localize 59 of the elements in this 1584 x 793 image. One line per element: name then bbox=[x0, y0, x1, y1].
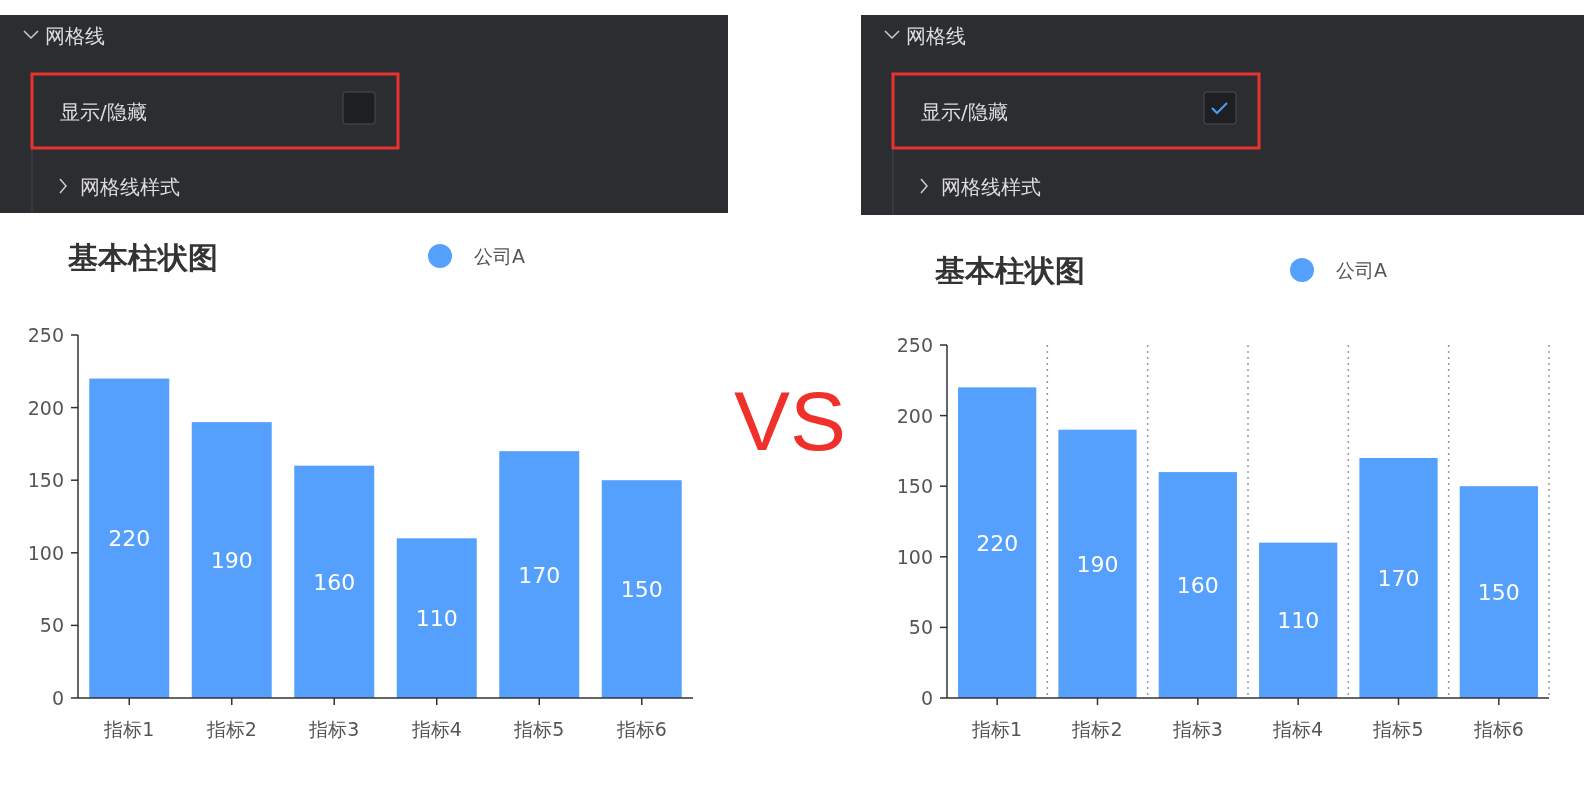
legend-label: 公司A bbox=[474, 245, 525, 267]
data-label: 150 bbox=[1477, 580, 1520, 606]
text: 网格线样式 bbox=[941, 175, 1041, 199]
bar bbox=[294, 465, 375, 698]
x-tick-label: 指标4 bbox=[410, 718, 462, 740]
x-tick-label: 指标6 bbox=[1472, 718, 1524, 740]
text: 网格线 bbox=[45, 24, 105, 48]
bar bbox=[1259, 542, 1338, 698]
x-tick-label: 指标1 bbox=[971, 718, 1023, 740]
x-tick-label: 指标4 bbox=[1272, 718, 1324, 740]
x-tick-label: 指标5 bbox=[1372, 718, 1424, 740]
bar bbox=[499, 451, 580, 698]
bar bbox=[396, 538, 477, 698]
data-label: 160 bbox=[1176, 573, 1219, 599]
text: 网格线 bbox=[906, 24, 966, 48]
y-tick-label: 150 bbox=[896, 475, 933, 498]
y-tick-label: 150 bbox=[27, 469, 64, 492]
data-label: 220 bbox=[108, 526, 151, 552]
y-tick-label: 50 bbox=[39, 614, 64, 637]
bar bbox=[1459, 486, 1538, 698]
y-tick-label: 100 bbox=[896, 545, 933, 568]
x-tick-label: 指标2 bbox=[205, 718, 257, 740]
data-label: 110 bbox=[415, 606, 458, 632]
x-tick-label: 指标2 bbox=[1071, 718, 1123, 740]
data-label: 190 bbox=[1076, 551, 1119, 577]
text: VS bbox=[733, 374, 847, 468]
text: 显示/隐藏 bbox=[921, 100, 1008, 124]
data-label: 170 bbox=[518, 562, 561, 588]
text: 网格线样式 bbox=[80, 175, 180, 199]
x-tick-label: 指标6 bbox=[615, 718, 667, 740]
x-tick-label: 指标3 bbox=[308, 718, 360, 740]
data-label: 170 bbox=[1377, 565, 1420, 591]
bar bbox=[1158, 472, 1237, 698]
data-label: 220 bbox=[976, 530, 1019, 556]
x-tick-label: 指标5 bbox=[513, 718, 565, 740]
y-tick-label: 250 bbox=[27, 324, 64, 346]
bar bbox=[1058, 429, 1137, 698]
y-tick-label: 250 bbox=[896, 334, 933, 356]
x-tick-label: 指标3 bbox=[1171, 718, 1223, 740]
text: 显示/隐藏 bbox=[60, 100, 147, 124]
legend-label: 公司A bbox=[1336, 259, 1387, 281]
bar bbox=[601, 480, 682, 698]
y-tick-label: 50 bbox=[908, 616, 933, 639]
x-tick-label: 指标1 bbox=[103, 718, 155, 740]
y-tick-label: 0 bbox=[51, 687, 64, 709]
data-label: 150 bbox=[620, 577, 663, 603]
bar bbox=[958, 387, 1037, 698]
y-tick-label: 200 bbox=[27, 396, 64, 419]
y-tick-label: 100 bbox=[27, 541, 64, 564]
data-label: 110 bbox=[1277, 608, 1320, 634]
chart-title: 基本柱状图 bbox=[67, 240, 218, 275]
y-tick-label: 0 bbox=[920, 687, 933, 709]
y-tick-label: 200 bbox=[896, 404, 933, 427]
bar bbox=[191, 422, 272, 698]
data-label: 190 bbox=[210, 548, 253, 574]
chart-title: 基本柱状图 bbox=[934, 253, 1085, 288]
data-label: 160 bbox=[313, 569, 356, 595]
bar bbox=[89, 378, 170, 698]
bar bbox=[1359, 457, 1438, 698]
